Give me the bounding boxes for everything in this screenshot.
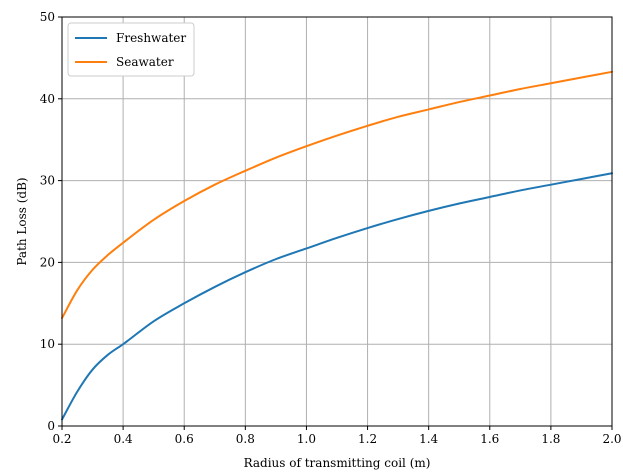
x-tick-label: 0.4 [114,432,133,446]
y-tick-label: 50 [40,10,55,24]
x-tick-label: 1.4 [419,432,438,446]
y-axis: 0 10 20 30 40 50 [40,10,62,433]
legend-label-freshwater: Freshwater [116,31,186,45]
y-tick-label: 10 [40,337,55,351]
y-tick-label: 0 [47,419,55,433]
legend-label-seawater: Seawater [116,55,174,69]
y-tick-label: 40 [40,92,55,106]
x-tick-label: 1.8 [541,432,560,446]
x-tick-label: 0.2 [52,432,71,446]
series-line-freshwater [61,172,613,421]
x-tick-label: 0.6 [175,432,194,446]
x-tick-label: 1.2 [358,432,377,446]
x-tick-label: 1.0 [297,432,316,446]
grid [61,16,613,427]
x-tick-label: 1.6 [480,432,499,446]
legend: Freshwater Seawater [67,22,195,77]
x-tick-label: 2.0 [602,432,621,446]
y-axis-label: Path Loss (dB) [15,177,29,265]
y-tick-label: 20 [40,255,55,269]
x-tick-label: 0.8 [236,432,255,446]
y-tick-label: 30 [40,174,55,188]
x-axis: 0.2 0.4 0.6 0.8 1.0 1.2 1.4 1.6 1.8 2.0 [52,426,622,446]
series-lines [61,70,613,421]
x-axis-label: Radius of transmitting coil (m) [244,456,431,470]
series-line-seawater [61,70,613,320]
plot-area-frame [61,16,613,427]
